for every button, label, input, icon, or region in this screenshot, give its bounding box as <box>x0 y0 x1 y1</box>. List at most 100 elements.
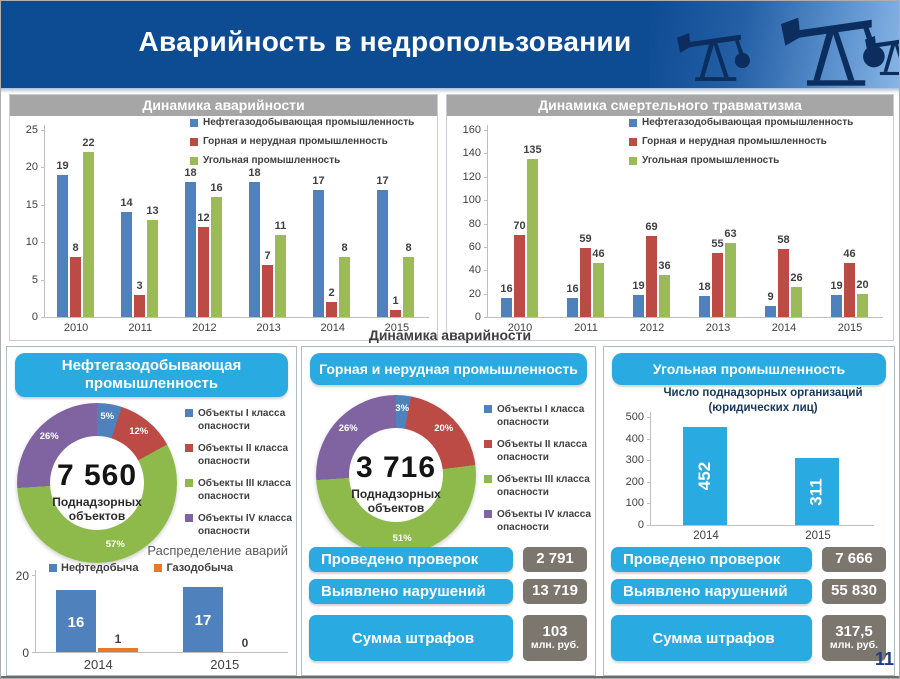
x-tick-label: 2015 <box>805 530 831 542</box>
y-tick-label: 500 <box>625 411 644 423</box>
bar <box>527 159 538 317</box>
section-title: Динамика аварийности <box>368 327 532 343</box>
stat-row: Проведено проверок 7 666 <box>611 547 886 572</box>
donut-slice-label: 5% <box>100 411 115 423</box>
y-tick-label: 15 <box>25 198 38 211</box>
bar <box>57 175 68 317</box>
y-axis-line <box>35 570 36 652</box>
coal-violations-value: 55 830 <box>831 582 877 600</box>
bar <box>501 298 512 317</box>
y-tick-mark <box>647 417 650 418</box>
bar-label: 9 <box>767 291 774 303</box>
fatalities-chart-box: Динамика смертельного травматизма 0 20 40 6… <box>446 94 894 341</box>
bar-label: 8 <box>341 242 348 254</box>
y-tick-mark <box>647 481 650 483</box>
bar-label: 17 <box>194 612 212 629</box>
accidents-chart-box: Динамика аварийности 0 5 10 15 20 25 2010 19 8 22… <box>9 94 438 341</box>
y-tick-label: 120 <box>462 170 481 183</box>
y-tick-mark <box>484 246 487 248</box>
stat-row: Выявлено нарушений 13 719 <box>309 579 587 604</box>
bar-label-text: 311 <box>807 477 826 506</box>
y-tick-label: 300 <box>625 454 644 467</box>
bar <box>211 197 222 317</box>
bar <box>134 295 145 317</box>
mining-object-caption: Поднадзорных объектов <box>351 487 441 516</box>
x-tick-label: 2012 <box>192 322 217 334</box>
legend-item: Угольная промышленность <box>190 155 414 166</box>
bar-label: 55 <box>711 238 724 250</box>
mining-inspections-value-box: 2 791 <box>523 547 587 572</box>
coal-stats: Проведено проверок 7 666 Выявлено наруше… <box>611 547 886 668</box>
y-tick-mark <box>484 317 487 318</box>
bar-label: 16 <box>210 182 223 194</box>
mining-stats: Проведено проверок 2 791 Выявлено наруше… <box>309 547 587 668</box>
bar-label: 18 <box>248 167 261 179</box>
x-axis-line <box>35 652 288 653</box>
legend-label: Объекты IV класса опасности <box>497 509 591 533</box>
oil-mini-chart-title: Распределение аварий <box>147 543 288 558</box>
bar <box>83 152 94 317</box>
x-tick-label: 2014 <box>320 322 345 334</box>
fatalities-chart-title: Динамика смертельного травматизма <box>447 95 893 116</box>
legend-item: Нефтегазодобывающая промышленность <box>629 117 853 128</box>
bar <box>659 275 670 317</box>
coal-fines-label: Сумма штрафов <box>611 615 812 661</box>
bar <box>147 220 158 317</box>
legend-item: Объекты IV класса опасности <box>185 512 295 538</box>
bar-label: 17 <box>312 175 325 187</box>
y-tick-label: 20 <box>468 287 481 300</box>
bar-label: 69 <box>645 221 658 233</box>
y-tick-mark <box>484 293 487 295</box>
banner-art <box>649 1 899 88</box>
legend-swatch <box>154 564 163 572</box>
stat-row: Проведено проверок 2 791 <box>309 547 587 572</box>
bar <box>593 263 604 317</box>
coal-panel-header: Угольная промышленность <box>612 353 886 385</box>
accidents-bar-chart: 0 5 10 15 20 25 2010 19 8 22 2011 14 3 13 2012 18 12 16 20… <box>10 116 437 340</box>
legend-swatch <box>190 157 198 165</box>
y-tick-label: 25 <box>25 124 38 136</box>
legend-item: Объекты IV класса опасности <box>484 508 592 534</box>
bar <box>198 227 209 317</box>
legend-label: Угольная промышленность <box>642 155 780 166</box>
y-tick-mark <box>32 575 35 576</box>
legend-item: Горная и нерудная промышленность <box>190 136 414 147</box>
bar-label: 311 <box>795 458 839 525</box>
coal-violations-value-box: 55 830 <box>822 579 886 604</box>
bar-label: 16 <box>566 283 579 295</box>
bar <box>98 648 138 652</box>
bar <box>249 182 260 317</box>
bar <box>633 295 644 317</box>
page-number: 11 <box>874 649 894 669</box>
oil-gas-panel: Нефтегазодобывающая промышленность 5% 12%… <box>6 346 297 676</box>
legend-swatch <box>484 405 492 413</box>
slide-bottom-edge <box>1 676 899 678</box>
bar-label: 16 <box>67 614 85 631</box>
coal-inspections-value: 7 666 <box>835 550 873 568</box>
y-tick-label: 160 <box>462 124 481 136</box>
bar <box>185 182 196 317</box>
y-tick-mark <box>484 153 487 155</box>
legend-label: Объекты IV класса опасности <box>198 513 292 537</box>
mining-panel-header: Горная и нерудная промышленность <box>310 353 587 385</box>
chart-legend: Нефтегазодобывающая промышленность Горная… <box>629 117 853 174</box>
y-tick-label: 0 <box>31 311 38 323</box>
bar-label: 20 <box>856 279 869 291</box>
y-axis-line <box>44 125 45 317</box>
bar-label: 3 <box>136 280 143 292</box>
bar <box>514 235 525 317</box>
bar-label: 12 <box>197 212 210 224</box>
bar <box>791 287 802 317</box>
legend-label: Горная и нерудная промышленность <box>642 136 827 147</box>
coal-inspections-label: Проведено проверок <box>611 547 812 572</box>
x-tick-label: 2013 <box>256 322 281 334</box>
x-tick-label: 2011 <box>128 322 153 334</box>
bar <box>56 590 96 652</box>
bar-label: 0 <box>241 636 249 650</box>
x-axis-line <box>650 525 874 526</box>
x-tick-label: 2014 <box>771 322 797 334</box>
mining-object-count: 3 716 <box>355 451 437 484</box>
bar-label: 63 <box>724 228 737 240</box>
y-tick-label: 140 <box>462 147 481 160</box>
